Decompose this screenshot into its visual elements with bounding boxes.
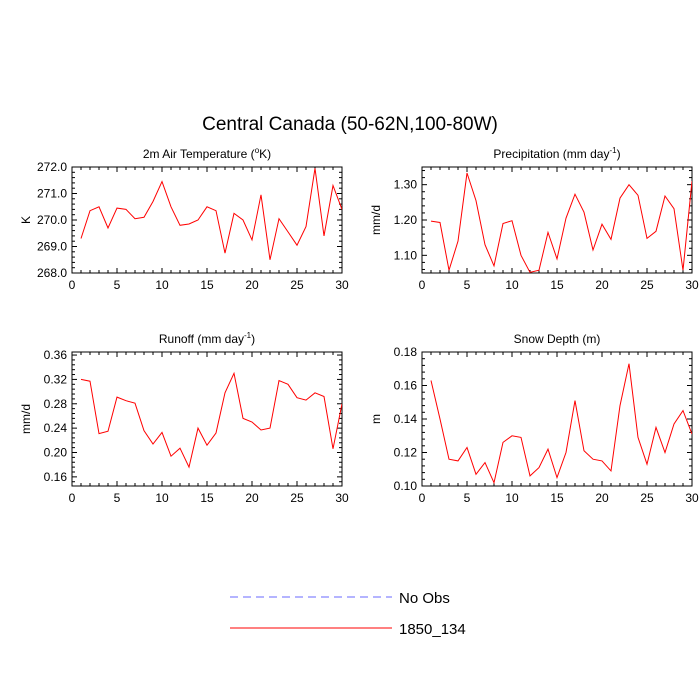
x-tick-label: 30 xyxy=(335,278,349,292)
x-tick-label: 20 xyxy=(595,491,609,505)
x-tick-label: 20 xyxy=(595,278,609,292)
series-line xyxy=(430,172,692,273)
y-tick-label: 0.24 xyxy=(44,421,68,435)
x-tick-label: 15 xyxy=(200,278,214,292)
y-tick-label: 0.14 xyxy=(394,412,418,426)
panel-title-superscript: -1 xyxy=(609,146,617,155)
x-tick-label: 15 xyxy=(550,278,564,292)
panel-3: Runoff (mm day-1) 0 5 10 15 20 25 30 0.16 0.20 0.2… xyxy=(19,331,349,505)
panel-4: Snow Depth (m) 0 5 10 15 20 25 30 0.10 0.12 0.14 0.… xyxy=(369,332,699,505)
y-tick-label: 269.0 xyxy=(37,240,67,254)
x-tick-label: 10 xyxy=(505,491,519,505)
y-axis-label: mm/d xyxy=(19,404,33,434)
panel-title: Runoff (mm day-1) xyxy=(159,331,255,346)
series-line xyxy=(430,363,692,485)
x-tick-label: 10 xyxy=(155,491,169,505)
y-tick-label: 0.16 xyxy=(394,379,418,393)
x-tick-label: 15 xyxy=(550,491,564,505)
panel-1: 2m Air Temperature (oK) 0 5 10 15 20 25 30 268.0… xyxy=(19,146,349,292)
x-tick-label: 20 xyxy=(245,491,259,505)
legend: No Obs 1850_134 xyxy=(230,590,466,638)
x-tick-label: 10 xyxy=(155,278,169,292)
y-tick-label: 0.28 xyxy=(44,397,68,411)
plot-frame xyxy=(421,351,693,487)
x-tick-label: 30 xyxy=(685,278,699,292)
x-tick-label: 25 xyxy=(290,491,304,505)
plot-frame xyxy=(71,351,343,487)
y-tick-label: 0.32 xyxy=(44,372,68,386)
panel-title: Precipitation (mm day-1) xyxy=(493,146,620,161)
y-tick-label: 272.0 xyxy=(37,160,67,174)
panel-title-superscript: -1 xyxy=(244,331,252,340)
panel-title-tail: ) xyxy=(617,147,621,161)
y-tick-label: 0.10 xyxy=(394,479,418,493)
x-tick-label: 25 xyxy=(290,278,304,292)
x-tick-label: 20 xyxy=(245,278,259,292)
x-tick-label: 30 xyxy=(685,491,699,505)
y-tick-label: 270.0 xyxy=(37,213,67,227)
plot-frame xyxy=(71,166,343,274)
x-tick-label: 5 xyxy=(464,278,471,292)
x-tick-label: 10 xyxy=(505,278,519,292)
y-tick-label: 1.30 xyxy=(394,178,418,192)
x-tick-label: 0 xyxy=(69,278,76,292)
y-axis-label: K xyxy=(19,216,33,224)
panel-title-superscript: o xyxy=(255,146,260,155)
x-tick-label: 5 xyxy=(114,278,121,292)
x-tick-label: 0 xyxy=(419,491,426,505)
x-tick-label: 30 xyxy=(335,491,349,505)
y-tick-label: 0.20 xyxy=(44,446,68,460)
x-tick-label: 0 xyxy=(419,278,426,292)
panel-title-tail: ) xyxy=(251,332,255,346)
x-tick-label: 5 xyxy=(114,491,121,505)
x-tick-label: 25 xyxy=(640,491,654,505)
y-tick-label: 0.12 xyxy=(394,446,418,460)
panel-title-main: Precipitation (mm day xyxy=(493,147,609,161)
series-line xyxy=(80,168,342,260)
panel-title-main: Runoff (mm day xyxy=(159,332,244,346)
x-tick-label: 25 xyxy=(640,278,654,292)
x-tick-label: 15 xyxy=(200,491,214,505)
y-tick-label: 0.16 xyxy=(44,470,68,484)
y-axis-label: mm/d xyxy=(369,205,383,235)
panel-title-main: Snow Depth (m) xyxy=(514,332,601,346)
y-tick-label: 0.36 xyxy=(44,348,68,362)
series-line xyxy=(80,371,342,469)
y-axis-label: m xyxy=(369,414,383,424)
x-tick-label: 5 xyxy=(464,491,471,505)
legend-label-1850-134: 1850_134 xyxy=(399,621,466,638)
y-tick-label: 1.20 xyxy=(394,213,418,227)
y-tick-label: 0.18 xyxy=(394,345,418,359)
panel-title: 2m Air Temperature (oK) xyxy=(143,146,271,161)
figure-title: Central Canada (50-62N,100-80W) xyxy=(202,114,498,135)
panel-2: Precipitation (mm day-1) 0 5 10 15 20 25 30 1.10… xyxy=(369,146,699,292)
panel-title-main: 2m Air Temperature ( xyxy=(143,147,255,161)
y-tick-label: 1.10 xyxy=(394,248,418,262)
panels-group: 2m Air Temperature (oK)0 5 10 15 20 25 30268.0… xyxy=(19,146,699,505)
y-tick-label: 271.0 xyxy=(37,187,67,201)
x-tick-label: 0 xyxy=(69,491,76,505)
panel-title: Snow Depth (m) xyxy=(514,332,601,346)
legend-label-no-obs: No Obs xyxy=(399,590,450,607)
panel-title-tail: K) xyxy=(259,147,271,161)
y-tick-label: 268.0 xyxy=(37,266,67,280)
